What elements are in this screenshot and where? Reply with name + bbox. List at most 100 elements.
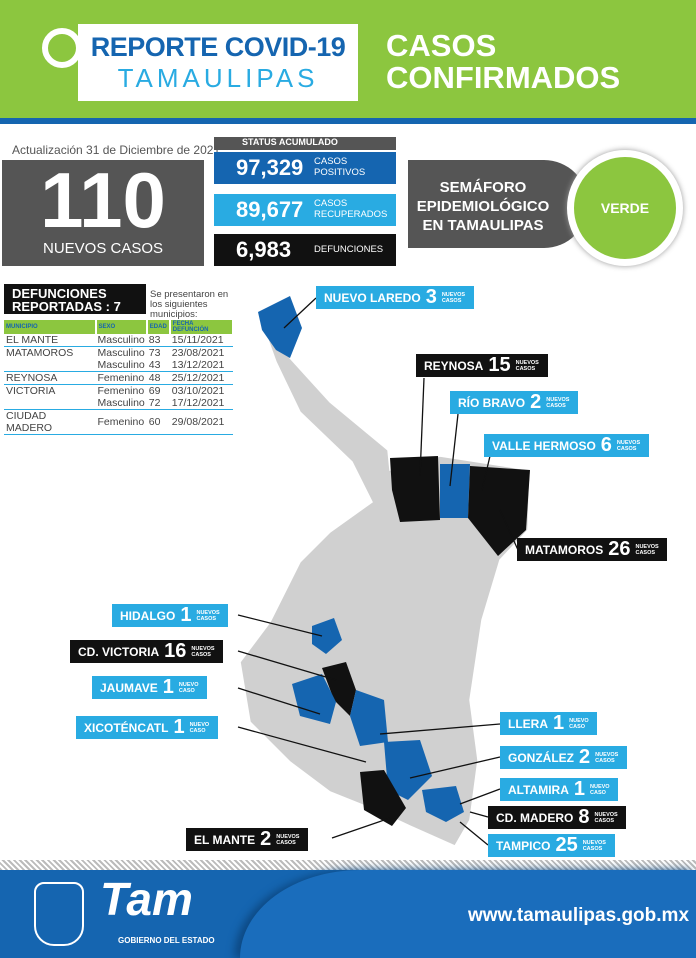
new-cases-label: NUEVOS CASOS [42,240,164,257]
col-header: EDAD [146,320,171,334]
region-nuevo-laredo [258,296,302,358]
case-count: 1 [173,716,185,738]
stat-label: CASOS RECUPERADOS [314,198,388,220]
case-suffix: NUEVOS CASOS [196,609,220,622]
state-outline [239,294,531,847]
region-gonzalez [384,740,432,800]
stat-value: 6,983 [236,237,292,262]
new-cases-value: 110 [40,156,166,244]
leader-lines [237,297,519,846]
municipality-name: GONZÁLEZ [508,750,574,765]
case-suffix: NUEVO CASO [189,721,210,734]
table-cell: 13/12/2021 [169,359,233,372]
map-label: CD. MADERO 8 NUEVOS CASOS [488,806,627,829]
case-suffix: NUEVOS CASOS [594,811,618,824]
municipality-name: CD. VICTORIA [78,644,160,659]
table-cell: 60 [146,409,170,435]
case-suffix: NUEVO CASO [178,681,199,694]
map-label: HIDALGO 1 NUEVOS CASOS [112,604,229,627]
region-victoria [322,662,356,716]
case-count: 16 [164,640,187,662]
municipality-name: CD. MADERO [496,810,574,825]
case-suffix: NUEVOS CASOS [191,645,215,658]
region-rio-bravo [440,464,470,518]
table-cell: 48 [146,371,170,385]
table-cell: Femenino [95,371,147,385]
map-label: XICOTÉNCATL 1 NUEVO CASO [76,716,218,739]
col-header: FECHA DEFUNCIÓN [169,320,235,334]
map-label: CD. VICTORIA 16 NUEVOS CASOS [70,640,224,663]
title-box: REPORTE COVID-19 TAMAULIPAS [78,24,358,101]
table-row: Masculino 43 13/12/2021 [4,359,233,372]
municipality-name: VALLE HERMOSO [492,438,596,453]
col-header: SEXO [95,320,148,334]
deaths-note: Se presentaron en los siguientes municip… [150,289,229,320]
case-suffix: NUEVOS CASOS [582,839,606,852]
table-row: REYNOSA Femenino 48 25/12/2021 [4,371,233,385]
semaforo-label: SEMÁFORO EPIDEMIOLÓGICO EN TAMAULIPAS [408,160,588,248]
municipality-name: JAUMAVE [100,680,158,695]
table-cell: REYNOSA [4,371,96,385]
region-altamira [422,786,464,822]
region-llera [350,690,388,746]
case-suffix: NUEVOS CASOS [441,291,466,304]
table-cell: 72 [146,397,170,410]
stat-value: 97,329 [236,155,304,180]
map-label: TAMPICO 25 NUEVOS CASOS [488,834,615,857]
positive-cases-box: 97,329 CASOS POSITIVOS [214,152,396,184]
table-cell: 73 [148,347,161,359]
semaforo-level: VERDE [567,150,683,266]
case-count: 2 [260,828,272,850]
municipality-name: REYNOSA [424,358,484,373]
case-suffix: NUEVOS CASOS [515,359,539,372]
municipality-name: LLERA [508,716,548,731]
table-cell: EL MANTE [4,334,96,347]
municipality-name: NUEVO LAREDO [324,290,421,305]
deaths-table: MUNICIPIO SEXO EDAD FECHA DEFUNCIÓN EL M… [4,320,235,435]
website-link[interactable]: www.tamaulipas.gob.mx [468,905,690,926]
table-cell: Femenino [95,409,147,435]
municipality-name: EL MANTE [194,832,256,847]
stat-label: CASOS POSITIVOS [314,156,366,178]
map-label: ALTAMIRA 1 NUEVO CASO [500,778,618,801]
table-row: MATAMOROS Masculino 73 23/08/2021 [4,347,233,360]
municipality-name: HIDALGO [120,608,176,623]
map-label: VALLE HERMOSO 6 NUEVOS CASOS [484,434,649,457]
region-matamoros [468,466,530,556]
table-row: VICTORIA Femenino 69 03/10/2021 [4,385,233,398]
table-cell: VICTORIA [6,385,56,397]
region-hidalgo [312,618,342,654]
table-row: CIUDAD MADERO Femenino 60 29/08/2021 [4,409,233,435]
case-suffix: NUEVOS CASOS [595,751,619,764]
table-cell: 17/12/2021 [169,397,233,410]
divider [0,118,696,124]
region-jaumave [292,674,336,724]
case-count: 25 [555,834,578,856]
municipality-name: TAMPICO [496,838,551,853]
update-date: Actualización 31 de Diciembre de 2021 [12,143,221,157]
table-cell: Masculino [95,397,147,410]
case-count: 2 [579,746,591,768]
virus-icon [42,28,82,68]
case-suffix: NUEVO CASO [569,717,589,730]
deaths-heading: DEFUNCIONES REPORTADAS : 7 [4,284,146,314]
table-cell: CIUDAD MADERO [4,409,96,435]
divider [0,860,696,870]
new-cases-box: 110 NUEVOS CASOS [2,160,204,266]
region-el-mante [360,770,406,826]
table-cell: MATAMOROS [6,347,74,359]
table-cell [4,397,96,410]
tam-logo: Tam [100,873,193,925]
table-cell: 43 [146,359,170,372]
table-cell [4,359,96,372]
case-count: 3 [425,286,437,308]
title-line2: TAMAULIPAS [117,63,319,93]
municipality-name: RÍO BRAVO [458,395,526,410]
map-label: RÍO BRAVO 2 NUEVOS CASOS [450,391,579,414]
case-count: 1 [573,778,585,800]
municipality-name: MATAMOROS [525,542,604,557]
case-suffix: NUEVOS CASOS [546,396,570,409]
table-cell: 23/08/2021 [171,347,225,359]
status-heading: STATUS ACUMULADO [214,137,396,150]
table-cell: Masculino [95,334,147,347]
